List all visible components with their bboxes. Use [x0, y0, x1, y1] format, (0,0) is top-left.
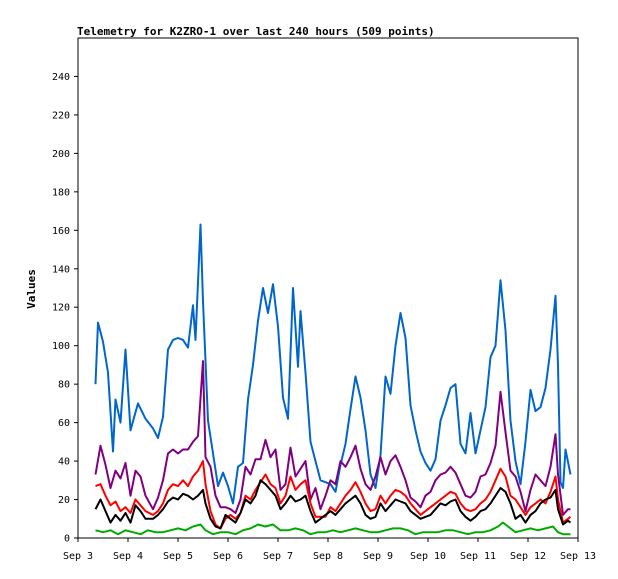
y-tick-label: 180 — [52, 187, 70, 198]
x-tick-label: Sep 9 — [363, 551, 393, 562]
y-tick-label: 120 — [52, 303, 70, 314]
series-line-1 — [94, 223, 572, 505]
y-axis: 0 20 40 60 80 100 120 140 160 180 200 220 240 — [52, 72, 78, 545]
series-lines — [94, 223, 572, 536]
series-line-4 — [94, 479, 572, 530]
x-tick-label: Sep 3 — [63, 551, 93, 562]
series-line-5 — [95, 521, 571, 536]
y-tick-label: 240 — [52, 72, 70, 83]
y-tick-label: 80 — [58, 380, 70, 391]
y-tick-label: 160 — [52, 226, 70, 237]
x-axis: Sep 3 Sep 4 Sep 5 Sep 6 Sep 7 Sep 8 Sep 9 Sep 1… — [63, 538, 596, 562]
series-line-3 — [95, 460, 572, 530]
x-tick-label: Sep 10 — [410, 551, 446, 562]
y-tick-label: 140 — [52, 264, 70, 275]
x-tick-label: Sep 11 — [460, 551, 496, 562]
x-tick-label: Sep 13 — [560, 551, 596, 562]
x-tick-label: Sep 12 — [510, 551, 546, 562]
y-tick-label: 0 — [64, 534, 70, 545]
y-tick-label: 220 — [52, 110, 70, 121]
y-tick-label: 20 — [58, 495, 70, 506]
y-tick-label: 40 — [58, 457, 70, 468]
x-tick-label: Sep 8 — [313, 551, 343, 562]
x-tick-label: Sep 6 — [213, 551, 243, 562]
x-tick-label: Sep 7 — [263, 551, 293, 562]
plot-frame — [77, 37, 579, 539]
y-tick-label: 60 — [58, 418, 70, 429]
y-tick-label: 100 — [52, 341, 70, 352]
x-tick-label: Sep 5 — [163, 551, 193, 562]
x-tick-label: Sep 4 — [113, 551, 143, 562]
y-tick-label: 200 — [52, 149, 70, 160]
chart-title: Telemetry for K2ZRO-1 over last 240 hour… — [77, 25, 435, 38]
y-axis-label: Values — [25, 269, 38, 309]
series-line-2 — [94, 360, 571, 516]
